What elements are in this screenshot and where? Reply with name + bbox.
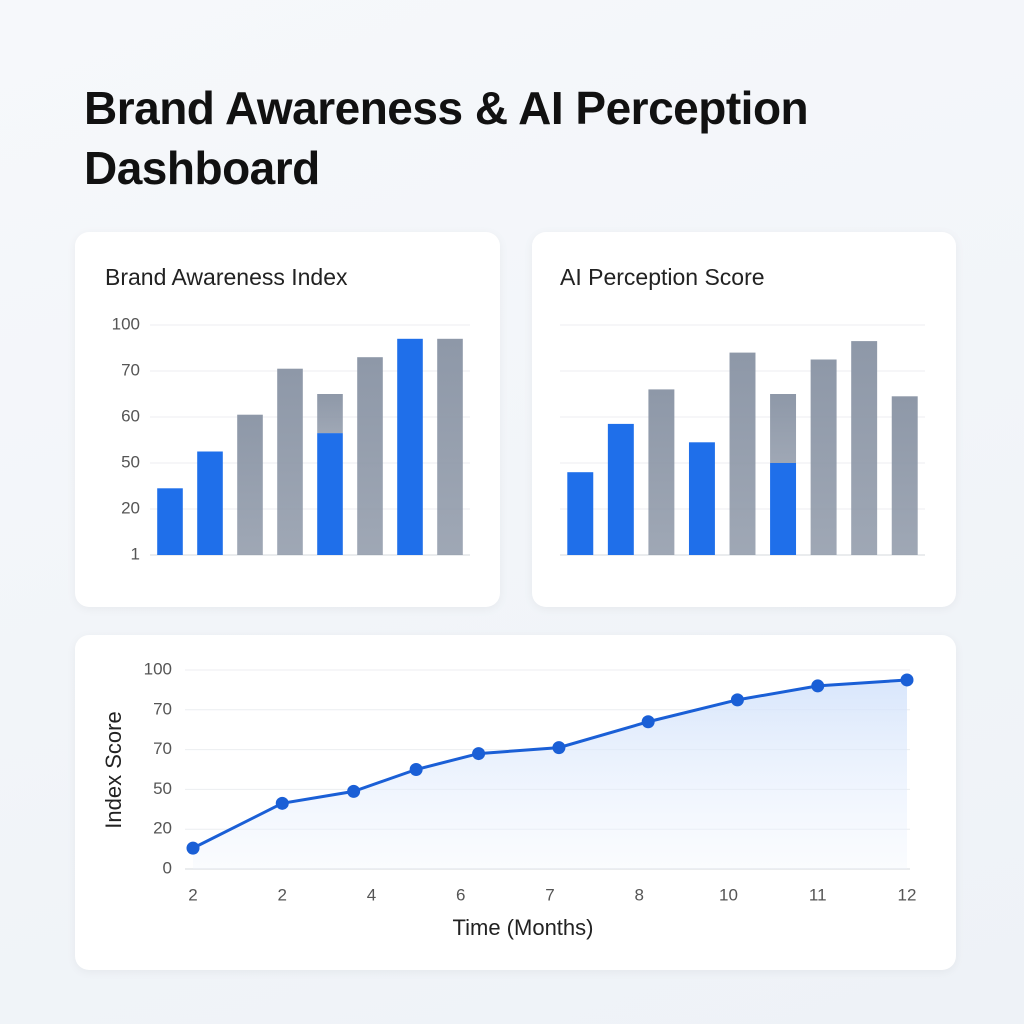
- bar: [197, 451, 223, 555]
- x-tick-label: 2: [278, 885, 287, 904]
- bar: [237, 414, 263, 555]
- x-tick-label: 2: [188, 885, 197, 904]
- point: [730, 693, 744, 707]
- dashboard-title: Brand Awareness & AI Perception Dashboar…: [84, 82, 809, 194]
- y-axis-label: Index Score: [101, 711, 126, 828]
- bar: [317, 433, 343, 555]
- y-tick-label: 70: [153, 739, 172, 758]
- y-tick-label: 50: [121, 452, 140, 471]
- point: [275, 796, 289, 810]
- bar: [851, 341, 878, 555]
- x-tick-label: 8: [635, 885, 644, 904]
- y-tick-label: 70: [153, 699, 172, 718]
- y-tick-label: 100: [144, 659, 172, 678]
- y-tick-label: 20: [121, 498, 140, 517]
- chart-title: Brand Awareness Index: [105, 264, 348, 290]
- x-tick-label: 6: [456, 885, 465, 904]
- point: [409, 763, 423, 776]
- bar: [729, 352, 756, 555]
- y-tick-label: 20: [153, 819, 172, 838]
- bar: [770, 463, 797, 555]
- bar: [357, 357, 383, 555]
- x-axis-label: Time (Months): [453, 915, 594, 940]
- point: [186, 841, 200, 855]
- bar: [317, 394, 343, 434]
- y-tick-label: 50: [153, 779, 172, 798]
- x-tick-label: 4: [367, 885, 376, 904]
- y-tick-label: 70: [121, 360, 140, 379]
- y-tick-label: 100: [112, 314, 140, 333]
- x-tick-label: 11: [809, 885, 827, 904]
- bar: [688, 442, 715, 555]
- point: [472, 747, 486, 761]
- bar: [567, 472, 594, 555]
- point: [552, 741, 566, 755]
- y-tick-label: 60: [121, 406, 140, 425]
- point: [811, 679, 825, 693]
- line: [192, 678, 908, 850]
- bar: [648, 389, 675, 555]
- bar: [437, 338, 463, 555]
- y-tick-label: 1: [131, 544, 140, 563]
- bar: [397, 338, 423, 555]
- bar: [810, 359, 837, 555]
- x-tick-label: 10: [719, 885, 738, 904]
- x-tick-label: 12: [898, 885, 917, 904]
- point: [900, 673, 914, 687]
- chart-title: AI Perception Score: [560, 264, 765, 290]
- bar: [607, 423, 634, 555]
- bar: [770, 394, 797, 463]
- y-tick-label: 0: [163, 858, 172, 877]
- area: [193, 679, 907, 869]
- bar: [891, 396, 918, 555]
- point: [347, 784, 361, 798]
- point: [641, 715, 655, 729]
- x-tick-label: 7: [545, 885, 554, 904]
- bar: [277, 368, 303, 555]
- bar: [157, 488, 183, 555]
